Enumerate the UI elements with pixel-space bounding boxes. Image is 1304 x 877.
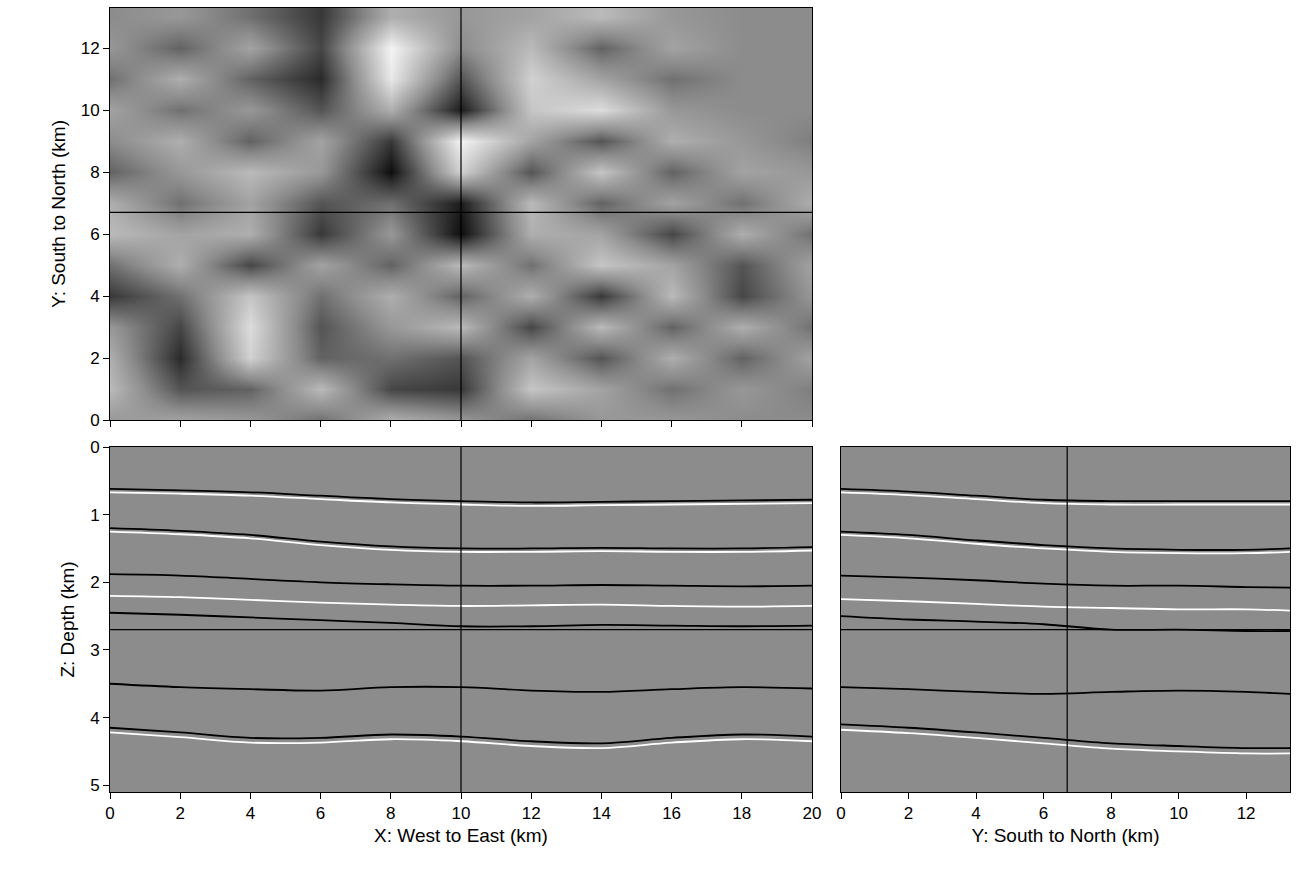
svg-text:2: 2 [90, 349, 99, 368]
svg-text:2: 2 [175, 804, 184, 823]
svg-text:0: 0 [105, 804, 114, 823]
svg-text:10: 10 [1169, 804, 1188, 823]
svg-text:14: 14 [592, 804, 611, 823]
svg-text:5: 5 [90, 776, 99, 795]
svg-text:0: 0 [90, 411, 99, 430]
svg-text:8: 8 [90, 163, 99, 182]
svg-text:Z: Depth (km): Z: Depth (km) [57, 561, 78, 677]
svg-text:6: 6 [316, 804, 325, 823]
svg-text:Y: South to North (km): Y: South to North (km) [48, 120, 69, 308]
svg-text:3: 3 [90, 641, 99, 660]
svg-text:2: 2 [90, 573, 99, 592]
svg-text:4: 4 [90, 709, 99, 728]
svg-text:Y: South to North (km): Y: South to North (km) [972, 825, 1160, 846]
svg-text:6: 6 [1039, 804, 1048, 823]
svg-text:4: 4 [246, 804, 255, 823]
svg-text:8: 8 [386, 804, 395, 823]
svg-text:2: 2 [904, 804, 913, 823]
svg-text:10: 10 [452, 804, 471, 823]
svg-text:18: 18 [732, 804, 751, 823]
svg-text:0: 0 [836, 804, 845, 823]
svg-text:4: 4 [90, 287, 99, 306]
svg-text:8: 8 [1106, 804, 1115, 823]
svg-text:16: 16 [662, 804, 681, 823]
svg-text:1: 1 [90, 506, 99, 525]
svg-text:12: 12 [81, 39, 100, 58]
svg-text:X: West to East (km): X: West to East (km) [374, 825, 548, 846]
svg-text:20: 20 [803, 804, 822, 823]
svg-text:10: 10 [81, 101, 100, 120]
svg-text:4: 4 [971, 804, 980, 823]
svg-text:6: 6 [90, 225, 99, 244]
svg-text:0: 0 [90, 438, 99, 457]
svg-text:12: 12 [1237, 804, 1256, 823]
svg-text:12: 12 [522, 804, 541, 823]
